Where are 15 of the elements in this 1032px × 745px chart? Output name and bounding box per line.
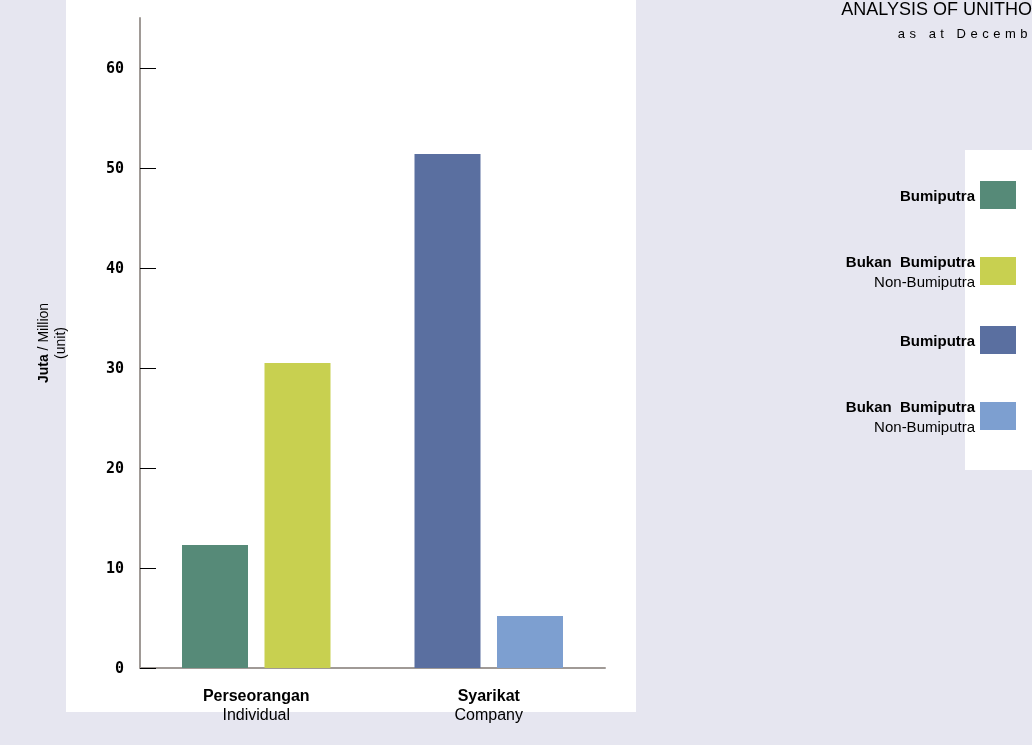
y-tick-label: 0 [114,659,124,677]
y-tick-label: 30 [105,359,124,377]
y-tick-label: 60 [105,59,124,77]
y-tick-label: 20 [105,459,124,477]
legend-label: Bumiputra [900,331,976,349]
x-tick-label: Syarikat Company [454,687,523,723]
text: ANALYSIS OF UNITHO [841,0,1032,19]
legend-label: Bukan Bumiputra Non-Bumiputra [845,252,976,290]
legend-label: Bukan Bumiputra Non-Bumiputra [845,397,976,435]
legend-label: Bumiputra [900,186,976,204]
x-tick-label: Perseorangan Individual [202,687,310,723]
y-tick-label: 50 [105,159,124,177]
y-tick-label: 40 [105,259,124,277]
y-tick-label: 10 [105,559,124,577]
text: as at Decemb [897,26,1032,41]
